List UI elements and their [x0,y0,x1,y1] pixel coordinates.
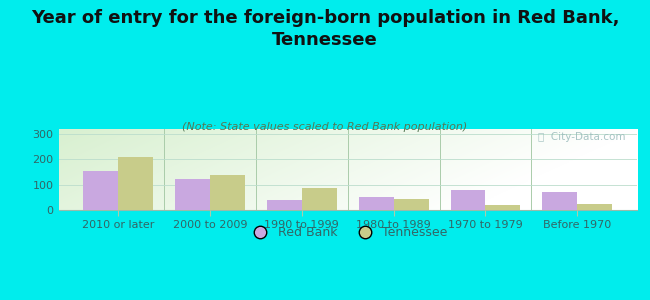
Bar [175,179,210,210]
Bar [267,200,302,210]
Bar [210,175,245,210]
Legend: Red Bank, Tennessee: Red Bank, Tennessee [243,221,452,244]
Text: (Note: State values scaled to Red Bank population): (Note: State values scaled to Red Bank p… [183,122,467,131]
Bar [450,190,486,210]
Text: Year of entry for the foreign-born population in Red Bank,
Tennessee: Year of entry for the foreign-born popul… [31,9,619,49]
Bar [302,188,337,210]
Bar [83,171,118,210]
Bar [486,205,521,210]
Bar [394,199,428,210]
Bar [577,204,612,210]
Bar [542,191,577,210]
Bar [118,157,153,210]
Text: ⓘ  City-Data.com: ⓘ City-Data.com [538,132,625,142]
Bar [359,197,394,210]
